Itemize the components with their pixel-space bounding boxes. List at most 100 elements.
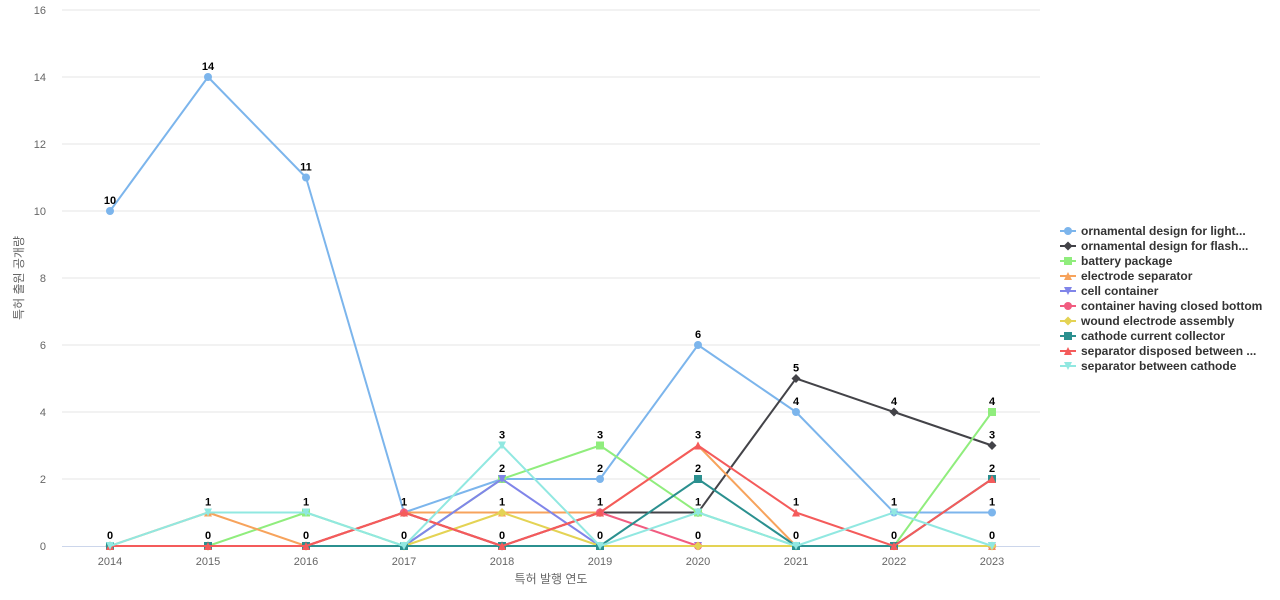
x-axis-title: 특허 발행 연도 [515,571,588,586]
legend-label: ornamental design for flash... [1081,239,1248,253]
data-label: 0 [401,530,407,542]
series-layer [105,73,997,551]
x-tick-label: 2016 [294,556,318,568]
data-label: 1 [793,497,799,509]
series-point [302,508,310,517]
series-point [302,542,310,550]
x-tick-label: 2017 [392,556,416,568]
data-label: 10 [104,195,116,207]
legend-label: ornamental design for light... [1081,224,1246,238]
data-label: 2 [695,463,701,475]
data-label: 0 [205,530,211,542]
x-tick-label: 2023 [980,556,1004,568]
y-tick-label: 2 [40,474,46,486]
legend-item[interactable]: electrode separator [1060,269,1193,283]
legend-symbol [1064,332,1072,340]
series-point [791,374,801,383]
legend-item[interactable]: wound electrode assembly [1060,314,1235,328]
series-point [988,408,996,416]
series-point [693,541,703,551]
legend-item[interactable]: ornamental design for flash... [1060,239,1248,253]
data-label: 4 [891,396,898,408]
x-tick-label: 2014 [98,556,122,568]
series-point [596,508,604,517]
series-point [106,542,114,550]
y-tick-label: 14 [34,72,46,84]
series-point [792,508,800,517]
data-label: 14 [202,61,215,73]
legend-item[interactable]: ornamental design for light... [1060,224,1246,238]
legend-label: container having closed bottom [1081,299,1262,313]
x-tick-label: 2018 [490,556,514,568]
data-label: 1 [401,497,407,509]
data-label: 0 [499,530,505,542]
series-point [204,508,212,517]
series-line [109,76,992,514]
legend-symbol [1063,316,1073,326]
series-point [498,542,506,550]
data-label: 0 [597,530,603,542]
series-point [988,508,996,517]
series-point [400,542,408,550]
series-point [988,542,996,550]
x-tick-label: 2019 [588,556,612,568]
grid-layer [62,9,1040,480]
data-label: 6 [695,329,701,341]
legend-item[interactable]: separator disposed between ... [1060,344,1256,358]
series-point [694,341,702,349]
series-point [498,475,506,483]
series-point [889,407,899,417]
legend-item[interactable]: container having closed bottom [1060,299,1262,313]
legend-label: separator between cathode [1081,359,1237,373]
legend-symbol [1064,347,1072,355]
data-label: 3 [695,430,701,442]
y-tick-label: 12 [34,139,46,151]
series-point [497,508,507,517]
legend-item[interactable]: cathode current collector [1060,329,1225,343]
data-label: 3 [499,430,505,442]
y-tick-label: 0 [40,541,46,553]
series-point [498,441,506,450]
series-0 [106,73,996,517]
legend-item[interactable]: cell container [1060,284,1159,298]
y-tick-label: 10 [34,206,46,218]
legend-symbol [1063,241,1073,251]
data-label: 0 [989,530,995,542]
data-label: 5 [793,363,799,375]
data-label: 1 [695,497,701,509]
legend-label: electrode separator [1081,269,1193,283]
series-point [302,173,310,182]
data-label: 2 [499,463,505,475]
y-tick-label: 6 [40,340,46,352]
series-point [400,508,408,517]
data-label: 0 [695,530,701,542]
legend-label: cathode current collector [1081,329,1225,343]
x-tick-label: 2022 [882,556,906,568]
x-tick-label: 2021 [784,556,808,568]
series-line [109,444,993,547]
data-label: 1 [499,497,505,509]
series-point [596,475,604,483]
legend-label: cell container [1081,284,1159,298]
legend-symbol [1064,227,1072,235]
data-label: 1 [205,497,211,509]
y-axis-ticks: 0 2 4 6 8 10 12 14 16 [34,5,46,553]
y-tick-label: 4 [40,407,46,419]
legend-item[interactable]: battery package [1060,254,1173,268]
series-9 [106,441,996,550]
data-label: 3 [989,430,995,442]
legend-label: battery package [1081,254,1173,268]
legend-symbol [1064,302,1072,310]
series-point [694,441,702,450]
data-label: 2 [989,463,995,475]
data-label: 3 [597,430,603,442]
legend-item[interactable]: separator between cathode [1060,359,1237,373]
x-tick-label: 2015 [196,556,220,568]
legend-symbol [1064,362,1072,370]
legend-symbol [1064,272,1072,280]
series-point [792,408,800,416]
x-axis-ticks: 2014 2015 2016 2017 2018 2019 2020 2021 2022 2023 [98,556,1004,568]
legend-label: separator disposed between ... [1081,344,1256,358]
